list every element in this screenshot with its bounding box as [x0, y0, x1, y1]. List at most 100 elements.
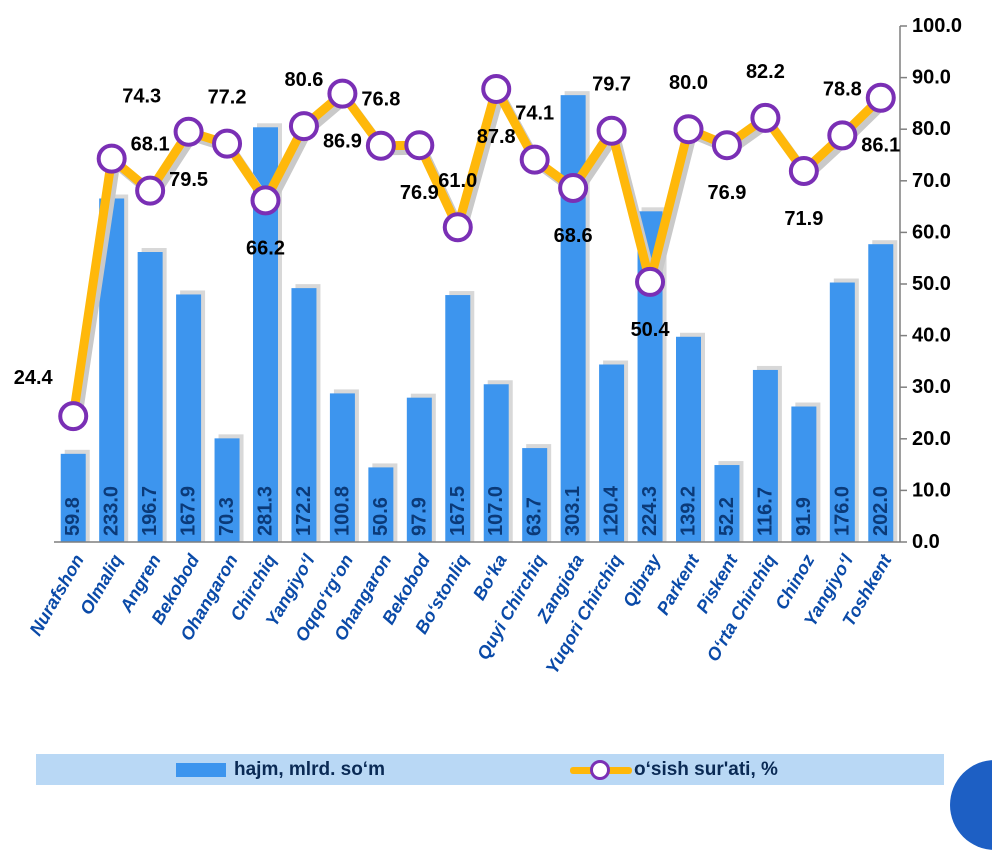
bar-value-label: 59.8 — [62, 497, 84, 536]
legend-line-swatch — [570, 759, 632, 780]
line-value-label: 68.6 — [554, 225, 593, 247]
bar — [176, 294, 202, 542]
line-value-label: 78.8 — [823, 78, 862, 100]
line-point — [827, 120, 858, 151]
axis-tick-label: 80.0 — [912, 118, 951, 140]
bar — [676, 336, 701, 542]
category-label: Bo‘ka — [469, 551, 511, 603]
category-label: Nurafshon — [26, 551, 88, 639]
line-value-label: 80.0 — [669, 72, 708, 94]
line-point — [58, 401, 89, 432]
bar-value-label: 196.7 — [139, 486, 161, 536]
line-point — [519, 144, 550, 175]
bar-value-label: 107.0 — [485, 486, 507, 536]
bar-value-label: 224.3 — [639, 486, 661, 536]
bar-value-label: 167.5 — [447, 486, 469, 536]
bar — [829, 282, 855, 542]
line-value-label: 76.9 — [400, 182, 439, 204]
line-path — [68, 84, 884, 417]
bar-value-label: 172.2 — [293, 486, 315, 536]
legend-bar-label: hajm, mlrd. so‘m — [234, 758, 385, 780]
line-value-label: 79.7 — [592, 74, 631, 96]
bar — [522, 448, 548, 542]
line-point — [635, 266, 666, 297]
bar — [368, 467, 394, 542]
bar — [599, 364, 625, 542]
category-labels: NurafshonOlmaliqAngrenBekobodOhangaronCh… — [26, 550, 896, 677]
line-value-label: 61.0 — [438, 170, 477, 192]
line-value-label: 82.2 — [746, 61, 785, 83]
line-series — [58, 73, 896, 432]
legend-bar-swatch — [176, 762, 226, 777]
bar — [483, 384, 509, 542]
legend-item-line: o‘sish sur'ati, % — [570, 754, 778, 785]
line-point — [135, 175, 166, 206]
bar-value-label: 139.2 — [678, 486, 700, 536]
line-value-label: 87.8 — [477, 126, 516, 148]
line-value-label: 79.5 — [169, 169, 208, 191]
bar — [714, 465, 740, 542]
axis-tick-label: 0.0 — [912, 531, 940, 553]
bar-value-label: 167.9 — [178, 486, 200, 536]
axis-tick-label: 90.0 — [912, 67, 951, 89]
line-point — [173, 116, 204, 147]
line-value-label: 86.9 — [323, 131, 362, 153]
axis-tick-label: 60.0 — [912, 221, 951, 243]
legend-item-bar: hajm, mlrd. so‘m — [176, 754, 385, 785]
axis-tick-label: 40.0 — [912, 325, 951, 347]
bar — [214, 438, 240, 542]
axis-tick-label: 30.0 — [912, 376, 951, 398]
bar-value-label: 176.0 — [831, 486, 853, 536]
bar-value-labels: 59.8 233.0 196.7 167.9 70.3 281.3 172.2 100.8 50… — [62, 485, 892, 536]
line-value-label: 76.8 — [361, 89, 400, 111]
line-point — [673, 114, 704, 145]
bar-value-label: 116.7 — [754, 487, 776, 536]
bar — [137, 252, 163, 542]
line-value-label: 66.2 — [246, 237, 285, 259]
bar-value-label: 97.9 — [408, 497, 430, 536]
bar — [291, 288, 317, 542]
line-value-label: 50.4 — [631, 319, 671, 341]
bar-value-label: 70.3 — [216, 497, 238, 536]
bar-value-label: 91.9 — [793, 497, 815, 536]
bar-value-label: 52.2 — [716, 497, 738, 536]
bar — [445, 295, 471, 542]
legend: hajm, mlrd. so‘m o‘sish sur'ati, % — [36, 754, 944, 785]
bar-series — [60, 91, 898, 543]
bar — [406, 397, 432, 542]
axis-tick-label: 100.0 — [912, 15, 962, 37]
bar-value-label: 233.0 — [101, 486, 123, 536]
line-point — [865, 82, 896, 113]
bar-value-label: 100.8 — [331, 486, 353, 536]
line-point — [596, 115, 627, 146]
line-point — [750, 102, 781, 133]
bar-value-label: 202.0 — [870, 486, 892, 536]
line-point — [404, 130, 435, 161]
bar — [329, 393, 355, 542]
bar — [791, 406, 817, 542]
axis-tick-label: 50.0 — [912, 273, 951, 295]
line-point — [365, 130, 396, 161]
line-point — [481, 73, 512, 104]
legend-line-label: o‘sish sur'ati, % — [634, 758, 778, 780]
line-point — [558, 173, 589, 204]
line-point — [788, 155, 819, 186]
bar-value-label: 63.7 — [524, 497, 546, 536]
bar-value-label: 303.1 — [562, 486, 584, 536]
bar-value-label: 120.4 — [601, 485, 623, 536]
line-value-label: 74.1 — [515, 103, 554, 125]
line-value-label: 74.3 — [122, 86, 161, 108]
line-point — [96, 143, 127, 174]
line-point — [711, 130, 742, 161]
line-value-label: 77.2 — [208, 87, 247, 109]
line-point — [327, 78, 358, 109]
axis-tick-label: 10.0 — [912, 479, 951, 501]
bar-value-label: 50.6 — [370, 497, 392, 536]
line-value-label: 86.1 — [861, 135, 900, 157]
line-point — [442, 212, 473, 243]
axis-tick-label: 20.0 — [912, 428, 951, 450]
combo-chart: 59.8 233.0 196.7 167.9 70.3 281.3 172.2 100.8 50… — [14, 15, 962, 677]
bar — [752, 369, 778, 542]
line-value-label: 24.4 — [14, 367, 54, 389]
line-value-label: 68.1 — [131, 134, 170, 156]
